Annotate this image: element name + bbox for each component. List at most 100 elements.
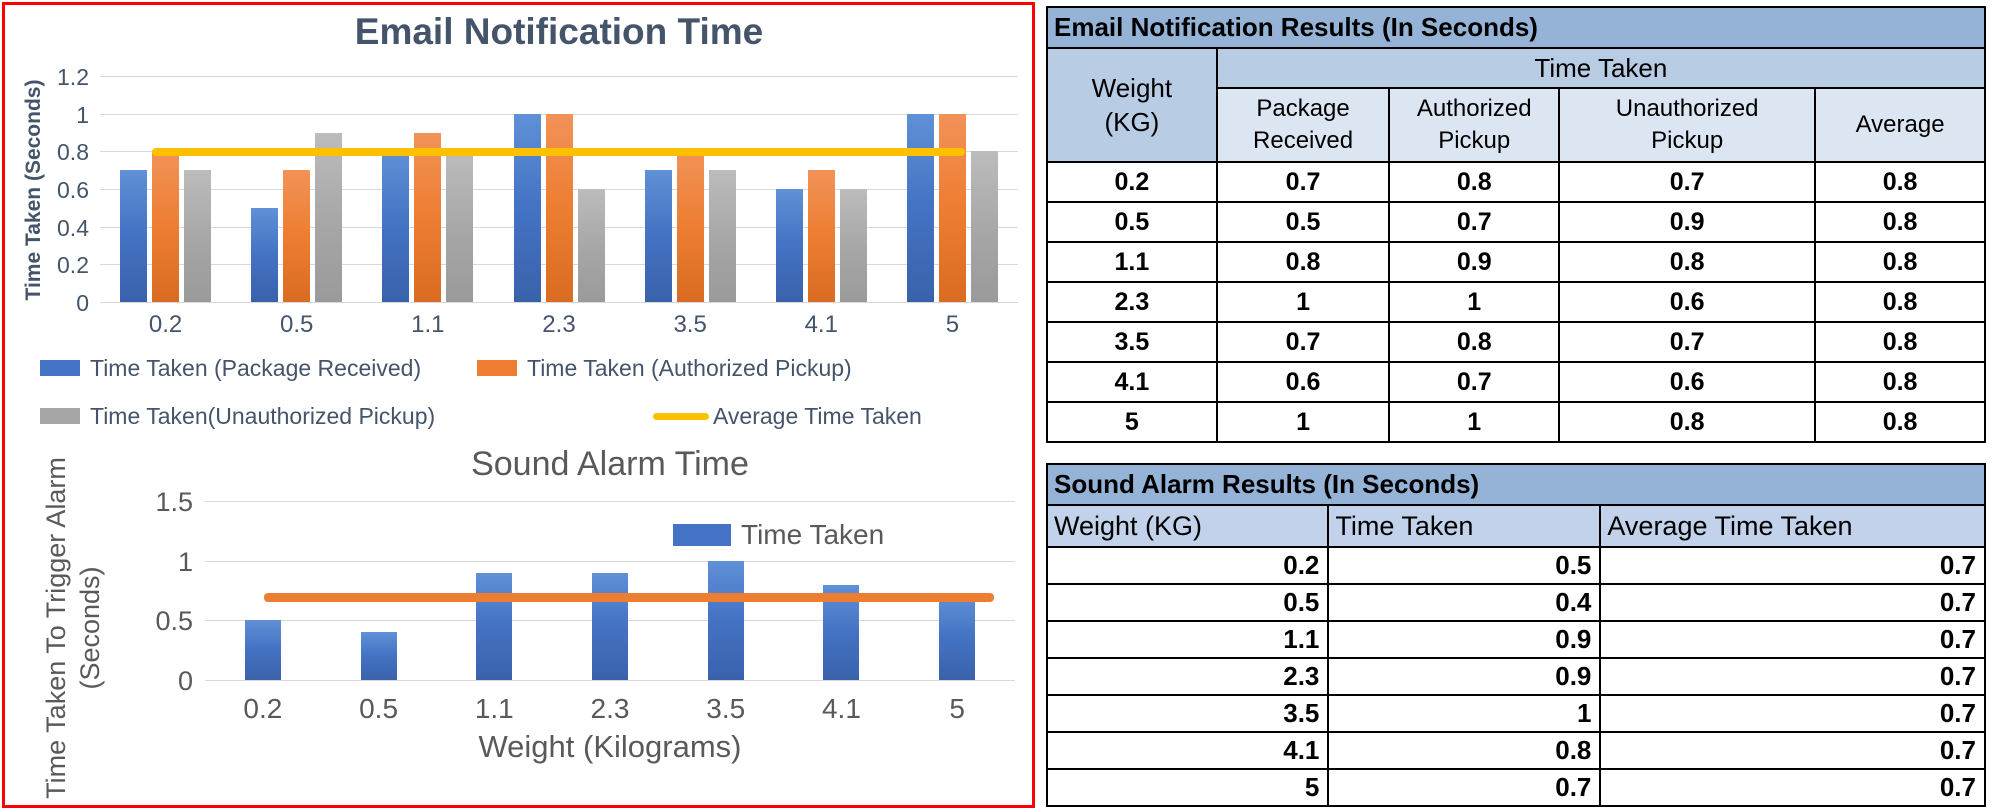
cell-r6c3: 0.8 [1558, 401, 1817, 443]
bar-time-taken-unauthorized-pickup-3-5 [708, 170, 736, 302]
cell-r2c3: 0.8 [1558, 241, 1817, 283]
cell-r4c2: 0.7 [1599, 694, 1986, 733]
cell-r0c0: 0.2 [1045, 546, 1330, 585]
sound-chart-title: Sound Alarm Time [471, 445, 749, 483]
cell-r0c0: 0.2 [1046, 161, 1218, 203]
cell-r0c1: 0.5 [1327, 546, 1602, 585]
y-tick-label: 1 [177, 546, 193, 577]
bar-time-taken-package-received-5 [906, 113, 934, 302]
y-tick-label: 0 [177, 666, 193, 696]
table-sub-header-row: Package Received Authorized Pickup Unautho… [1047, 87, 1986, 163]
header-package-received: Package Received [1215, 87, 1391, 163]
x-tick-label: 0.2 [243, 693, 283, 724]
sound-chart-legend: Time Taken [673, 519, 884, 550]
cell-r1c1: 0.5 [1215, 201, 1391, 243]
cell-r5c3: 0.6 [1558, 361, 1817, 403]
gridline [205, 680, 1015, 681]
bar-time-taken-package-received-1-1 [382, 151, 410, 302]
bar-time-taken-package-received-0-2 [120, 170, 148, 302]
cell-r5c1: 0.6 [1215, 361, 1391, 403]
average-line [152, 148, 965, 157]
legend-label-time-taken-package-received: Time Taken (Package Received) [90, 354, 422, 381]
cell-r4c1: 0.7 [1215, 321, 1391, 363]
bar-time-taken-1-1 [476, 572, 513, 680]
tables-panel: Email Notification Results (In Seconds) W… [1045, 0, 1992, 812]
legend-swatch-time-taken-unauthorized-pickup [40, 408, 80, 424]
bar-time-taken-authorized-pickup-3-5 [676, 151, 704, 302]
cell-r1c0: 0.5 [1045, 583, 1330, 622]
bar-time-taken-unauthorized-pickup-0-2 [184, 170, 212, 302]
legend-label-time-taken-unauthorized-pickup: Time Taken(Unauthorized Pickup) [90, 402, 436, 429]
cell-r1c4: 0.8 [1814, 201, 1986, 243]
legend-swatch-time-taken [673, 524, 731, 546]
cell-r6c2: 0.7 [1599, 768, 1986, 807]
header-unauthorized-pickup: Unauthorized Pickup [1558, 87, 1817, 163]
email-results-table: Email Notification Results (In Seconds) W… [1046, 6, 1987, 443]
y-tick-label: 0 [76, 290, 89, 316]
bar-time-taken-authorized-pickup-0-2 [152, 151, 180, 302]
legend-label-time-taken-authorized-pickup: Time Taken (Authorized Pickup) [527, 354, 852, 381]
legend-label-average-time-taken: Average Time Taken [713, 402, 922, 429]
table-row: 0.2 0.5 0.7 [1045, 546, 1986, 585]
x-tick-label: 2.3 [542, 311, 576, 338]
cell-r4c2: 0.8 [1388, 321, 1561, 363]
bar-time-taken-0-2 [244, 620, 281, 680]
cell-r2c4: 0.8 [1814, 241, 1986, 283]
table-row: 2.3 1 1 0.6 0.8 [1046, 281, 1986, 323]
cell-r3c2: 0.7 [1599, 657, 1986, 696]
average-line [264, 592, 994, 602]
cell-r5c0: 4.1 [1045, 731, 1330, 770]
y-tick-label: 1.2 [57, 64, 89, 90]
x-tick-label: 5 [945, 311, 960, 338]
cell-r2c2: 0.7 [1599, 620, 1986, 659]
table-header-row: Weight (KG) Time Taken Average Time Taken [1045, 504, 1986, 548]
cell-r6c2: 1 [1388, 401, 1561, 443]
header-average: Average [1814, 87, 1986, 163]
y-tick-label: 1 [76, 101, 89, 128]
x-tick-label: 2.3 [590, 693, 630, 724]
table-row: 5 1 1 0.8 0.8 [1046, 401, 1986, 443]
bar-time-taken-3-5 [707, 560, 744, 680]
charts-panel: Email Notification Time Time Taken (Seco… [2, 2, 1035, 808]
x-tick-label: 4.1 [821, 693, 861, 724]
cell-r4c0: 3.5 [1046, 321, 1218, 363]
table-row: 3.5 1 0.7 [1045, 694, 1986, 733]
sound-y-axis-title-line: Time Taken To Trigger Alarm [41, 457, 71, 799]
cell-r6c0: 5 [1046, 401, 1218, 443]
cell-r3c0: 2.3 [1046, 281, 1218, 323]
cell-r3c2: 1 [1388, 281, 1561, 323]
legend-swatch-time-taken-authorized-pickup [477, 360, 517, 376]
bar-time-taken-package-received-4-1 [775, 189, 803, 302]
header-time-taken: Time Taken [1327, 504, 1602, 548]
gridline [100, 76, 1018, 77]
cell-r2c1: 0.8 [1215, 241, 1391, 283]
sound-alarm-table-title: Sound Alarm Results (In Seconds) [1046, 463, 1986, 506]
table-row: 5 0.7 0.7 [1045, 768, 1986, 807]
cell-r5c4: 0.8 [1814, 361, 1986, 403]
cell-r1c2: 0.7 [1599, 583, 1986, 622]
cell-r4c3: 0.7 [1558, 321, 1817, 363]
header-authorized-pickup: Authorized Pickup [1388, 87, 1561, 163]
header-average-time-taken: Average Time Taken [1599, 504, 1986, 548]
cell-r2c0: 1.1 [1045, 620, 1330, 659]
legend-swatch-average-time-taken [653, 412, 709, 420]
table-title-row: Sound Alarm Results (In Seconds) [1046, 463, 1986, 506]
bar-time-taken-unauthorized-pickup-0-5 [315, 132, 343, 302]
bar-time-taken-unauthorized-pickup-5 [970, 151, 998, 302]
sound-y-axis-title-line: (Seconds) [75, 566, 105, 690]
legend-swatch-time-taken-package-received [40, 360, 80, 376]
sound-chart-plot-area [205, 501, 1015, 681]
cell-r3c1: 0.9 [1327, 657, 1602, 696]
email-chart-x-axis-labels: 0.2 0.5 1.1 2.3 3.5 4.1 5 [100, 311, 1018, 341]
table-row: 4.1 0.6 0.7 0.6 0.8 [1046, 361, 1986, 403]
bar-time-taken-package-received-0-5 [251, 207, 279, 302]
bar-time-taken-unauthorized-pickup-2-3 [577, 189, 605, 302]
bar-time-taken-unauthorized-pickup-4-1 [839, 189, 867, 302]
table-row: 0.2 0.7 0.8 0.7 0.8 [1046, 161, 1986, 203]
x-tick-label: 5 [949, 693, 965, 724]
table-row: 0.5 0.4 0.7 [1045, 583, 1986, 622]
cell-r5c2: 0.7 [1599, 731, 1986, 770]
cell-r0c4: 0.8 [1814, 161, 1986, 203]
y-tick-label: 0.6 [57, 177, 89, 203]
